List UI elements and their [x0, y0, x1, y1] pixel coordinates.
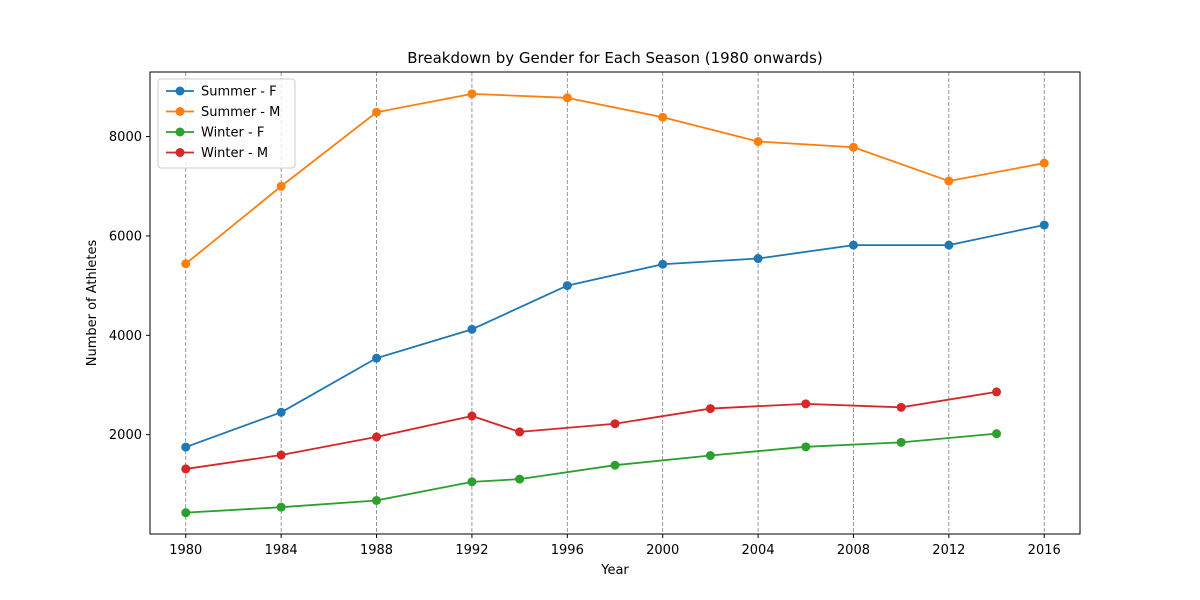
point-winter-f-1992 — [467, 477, 477, 487]
point-summer-f-1996 — [562, 281, 572, 291]
y-axis: 2000 4000 6000 8000 — [109, 130, 150, 443]
series-winter-m — [181, 387, 1002, 474]
series-winter-f — [181, 429, 1002, 518]
series-line-summer-f — [185, 224, 1045, 448]
point-winter-f-1994 — [515, 474, 525, 484]
x-tick-label-1992: 1992 — [455, 543, 488, 558]
point-winter-f-2006 — [801, 442, 811, 452]
legend-label-winter-f: Winter - F — [201, 126, 264, 141]
point-summer-f-2012 — [944, 240, 954, 250]
point-summer-f-1992 — [467, 324, 477, 334]
point-winter-f-2002 — [705, 451, 715, 461]
point-winter-m-1980 — [181, 464, 191, 474]
legend-swatch-marker-winter-m — [175, 148, 185, 157]
legend-swatch-marker-summer-m — [175, 107, 185, 116]
legend-item-winter-f: Winter - F — [166, 126, 264, 141]
point-summer-m-1996 — [562, 93, 572, 103]
legend-label-summer-m: Summer - M — [201, 105, 280, 120]
x-tick-label-2008: 2008 — [837, 543, 870, 558]
legend-swatch-marker-winter-f — [175, 127, 185, 137]
point-summer-f-2000 — [658, 259, 668, 269]
legend-box — [157, 78, 296, 169]
point-winter-f-2010 — [896, 437, 906, 447]
y-tick-label-6000: 6000 — [109, 229, 142, 244]
x-tick-label-1988: 1988 — [360, 543, 393, 558]
point-winter-f-1998 — [610, 460, 620, 470]
point-winter-m-1988 — [372, 432, 382, 442]
series-summer-f — [181, 220, 1049, 452]
legend-label-summer-f: Summer - F — [201, 85, 277, 100]
legend-item-summer-m: Summer - M — [166, 105, 280, 120]
point-summer-m-1988 — [372, 107, 382, 117]
point-summer-m-2008 — [848, 142, 858, 152]
point-summer-m-1984 — [276, 181, 286, 191]
x-tick-label-2012: 2012 — [932, 543, 965, 558]
legend-swatch-marker-summer-f — [175, 86, 185, 96]
legend-label-winter-m: Winter - M — [201, 146, 268, 161]
legend-item-summer-f: Summer - F — [166, 85, 277, 100]
point-winter-m-1994 — [515, 427, 525, 437]
point-summer-m-2016 — [1039, 158, 1049, 168]
series-summer-m — [181, 89, 1049, 269]
x-axis-label: Year — [600, 563, 629, 578]
point-summer-f-2008 — [848, 240, 858, 250]
series-line-summer-m — [185, 92, 1045, 265]
chart-title: Breakdown by Gender for Each Season (198… — [407, 49, 823, 67]
series-line-winter-m — [185, 391, 997, 470]
point-winter-f-1984 — [276, 502, 286, 512]
point-summer-m-1992 — [467, 89, 477, 99]
point-winter-m-1984 — [276, 450, 286, 460]
x-tick-label-2016: 2016 — [1028, 543, 1061, 558]
legend-item-winter-m: Winter - M — [166, 146, 268, 161]
point-winter-m-2010 — [896, 402, 906, 412]
point-winter-m-2014 — [992, 387, 1002, 397]
point-summer-f-2016 — [1039, 220, 1049, 230]
y-tick-label-2000: 2000 — [109, 428, 142, 443]
series-line-winter-f — [185, 432, 997, 514]
point-winter-f-2014 — [992, 429, 1002, 439]
point-summer-m-2004 — [753, 137, 763, 147]
x-tick-label-1984: 1984 — [265, 543, 298, 558]
point-summer-m-1980 — [181, 259, 191, 269]
point-summer-f-1980 — [181, 442, 191, 452]
point-winter-m-1998 — [610, 419, 620, 429]
y-tick-label-4000: 4000 — [109, 329, 142, 344]
legend: Summer - F Summer - M Winter - F Winter - M — [157, 78, 296, 169]
y-axis-label: Number of Athletes — [85, 240, 100, 367]
point-winter-f-1988 — [372, 495, 382, 505]
x-tick-label-2004: 2004 — [742, 543, 775, 558]
plot-frame — [149, 71, 1081, 535]
x-tick-label-1996: 1996 — [551, 543, 584, 558]
point-winter-f-1980 — [181, 508, 191, 518]
point-winter-m-2006 — [801, 399, 811, 409]
x-axis: 1980 1984 1988 1992 1996 2000 2004 2008 2012 2016 — [169, 534, 1061, 558]
point-summer-f-1988 — [372, 353, 382, 363]
series-layer — [181, 89, 1049, 518]
x-tick-label-1980: 1980 — [169, 543, 202, 558]
point-summer-f-2004 — [753, 254, 763, 264]
x-tick-label-2000: 2000 — [646, 543, 679, 558]
y-tick-label-8000: 8000 — [109, 130, 142, 145]
point-winter-m-2002 — [705, 404, 715, 414]
point-winter-m-1992 — [467, 411, 477, 421]
point-summer-m-2000 — [658, 112, 668, 122]
point-summer-m-2012 — [944, 176, 954, 186]
point-summer-f-1984 — [276, 407, 286, 417]
